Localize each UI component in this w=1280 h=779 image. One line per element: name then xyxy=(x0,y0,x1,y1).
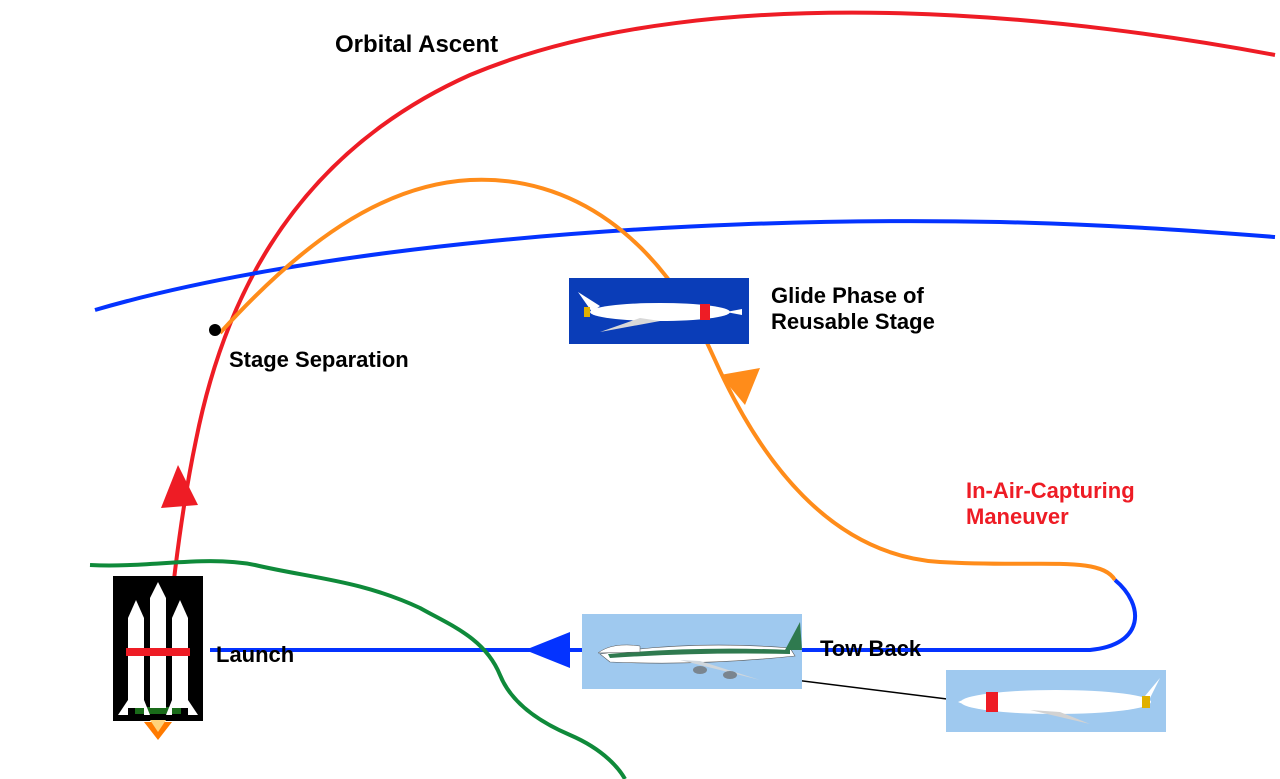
launch-rocket-icon xyxy=(113,576,203,740)
launch-label: Launch xyxy=(216,642,294,668)
orbital-ascent-label: Orbital Ascent xyxy=(335,31,498,60)
stage-separation-label: Stage Separation xyxy=(229,347,409,373)
glider-thumbnail-icon xyxy=(569,278,749,344)
glide-phase-label: Glide Phase of Reusable Stage xyxy=(771,283,935,336)
towed-glider-icon xyxy=(946,670,1166,732)
tow-arrow-icon xyxy=(525,632,570,668)
tow-aircraft-icon xyxy=(582,614,802,689)
trajectory-diagram xyxy=(0,0,1280,779)
in-air-capturing-label: In-Air-Capturing Maneuver xyxy=(966,478,1135,531)
tow-back-label: Tow Back xyxy=(820,636,921,662)
stage-separation-marker xyxy=(209,324,221,336)
ascent-arrow-icon xyxy=(161,465,198,508)
